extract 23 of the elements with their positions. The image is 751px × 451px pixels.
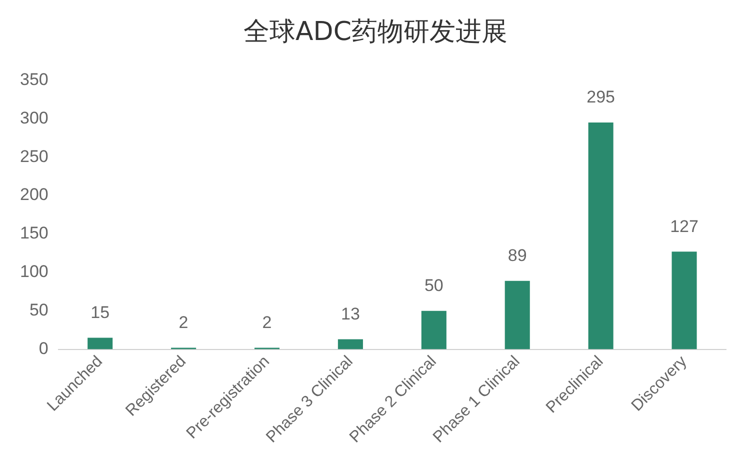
bar — [504, 280, 530, 350]
bar — [588, 122, 614, 350]
y-tick-label: 150 — [20, 224, 48, 243]
y-tick-label: 300 — [20, 108, 48, 128]
y-tick-label: 100 — [20, 262, 48, 282]
chart-title: 全球ADC药物研发进展 — [242, 16, 508, 49]
bar — [88, 338, 113, 350]
y-tick-label: 0 — [38, 338, 48, 358]
data-label: 2 — [178, 312, 188, 332]
data-label: 15 — [90, 302, 110, 322]
bar — [421, 310, 446, 350]
data-label: 89 — [508, 246, 527, 266]
data-label: 13 — [340, 304, 360, 324]
y-tick-label: 50 — [29, 300, 48, 320]
bar — [672, 252, 697, 350]
bar — [338, 339, 363, 350]
y-tick-label: 200 — [20, 185, 48, 204]
y-tick-label: 250 — [20, 146, 48, 166]
data-label: 50 — [424, 276, 444, 296]
data-label: 127 — [670, 216, 698, 236]
data-label: 295 — [586, 88, 616, 107]
data-label: 2 — [262, 312, 272, 332]
y-tick-label: 350 — [20, 70, 48, 89]
